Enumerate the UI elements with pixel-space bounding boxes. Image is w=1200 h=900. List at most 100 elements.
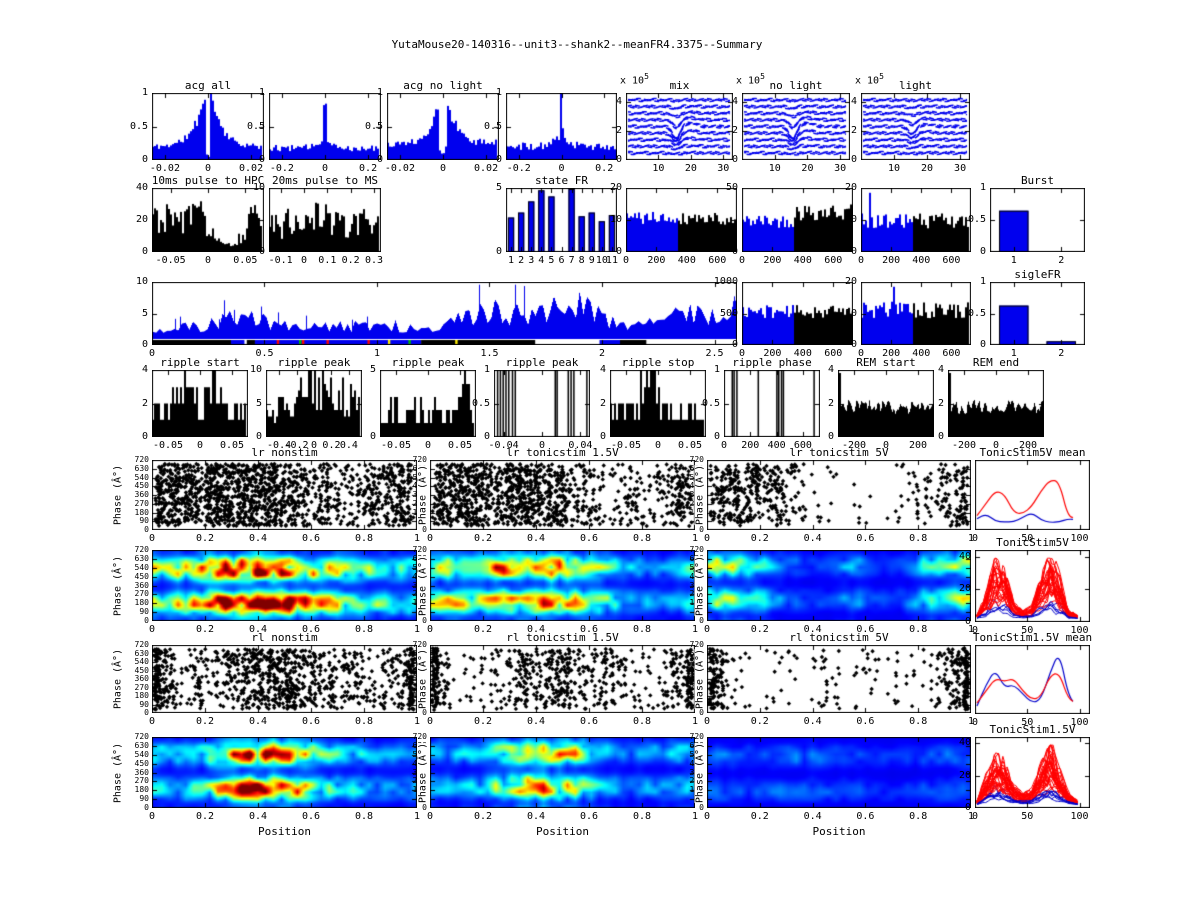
hmC-ytick-0: 720: [689, 545, 704, 554]
lrB-canvas: [430, 460, 695, 530]
rlA-ytick-4: 360: [134, 674, 149, 683]
rlB-ytick-8: 0: [422, 708, 427, 717]
widets-ytick-0: 10: [135, 276, 148, 287]
rp3-ytick-1: 0.5: [471, 397, 490, 409]
hmA-ytick-7: 90: [139, 607, 149, 617]
remend-plot: [948, 370, 1044, 437]
bh2-xtick-3: 600: [824, 255, 843, 266]
bh4-xtick-3: 600: [824, 348, 843, 359]
hm2A-xtick-1: 0.2: [195, 811, 215, 822]
stateFR-ytick-1: 0: [495, 246, 502, 257]
lrC-title: lr tonicstim 5V: [789, 446, 889, 459]
acg4-plot: [506, 93, 617, 160]
bh3-xtick-3: 600: [942, 255, 961, 266]
wf3-ytick-0: 4: [850, 95, 857, 107]
rlA-xtick-0: 0: [148, 716, 156, 727]
pulse10-xtick-0: -0.05: [155, 255, 186, 266]
rphase-xtick-0: 0: [720, 440, 728, 451]
rstop-xtick-0: -0.05: [610, 440, 642, 451]
pulse10-xtick-2: 0.05: [233, 255, 258, 266]
hm2B-ytick-0: 720: [412, 732, 427, 741]
bh1-xtick-2: 400: [677, 255, 696, 266]
hmA-xtick-2: 0.4: [248, 624, 268, 635]
lrA-ylabel: Phase (Â°): [112, 464, 124, 526]
stateFR-xtick-8: 9: [588, 255, 595, 266]
pulse10-ytick-2: 0: [141, 246, 148, 257]
bh3-xtick-0: 0: [857, 255, 865, 266]
hmC-xtick-4: 0.8: [909, 624, 928, 635]
rlA-xtick-2: 0.4: [248, 716, 268, 727]
widets-ytick-2: 0: [141, 339, 148, 350]
bh3-plot: [861, 188, 971, 252]
bh4-xtick-0: 0: [738, 348, 746, 359]
hm2C-ylabel: Phase (Â°): [694, 742, 706, 803]
hm2A-xtick-2: 0.4: [248, 811, 268, 822]
acg3-ytick-1: 0.5: [364, 120, 383, 132]
bundle15-xtick-1: 50: [1021, 811, 1034, 822]
acg1-ytick-1: 0.5: [129, 120, 148, 132]
acg2-xtick-2: 0.2: [359, 163, 378, 174]
tsmean5-xtick-1: 50: [1021, 533, 1034, 544]
rp1-xtick-2: 0: [310, 440, 318, 451]
tsmean5-xtick-0: 0: [971, 533, 979, 544]
rp1-xtick-4: 0.4: [339, 440, 358, 451]
rlC-canvas: [707, 645, 971, 713]
bh1-ytick-0: 20: [609, 182, 622, 193]
wf1-title: mix: [669, 79, 690, 92]
wf1-xtick-0: 10: [652, 163, 665, 174]
bh3-ytick-2: 0: [850, 246, 857, 257]
wf3-ytick-2: 0: [850, 154, 857, 165]
bundle15-ytick-1: 20: [958, 769, 971, 781]
rlC-plot: [707, 645, 971, 713]
rlC-ylabel: Phase (Â°): [694, 648, 706, 710]
hm2A-xtick-4: 0.8: [354, 811, 374, 822]
wf2-ytick-0: 4: [731, 95, 738, 107]
rs-ytick-1: 2: [141, 397, 148, 409]
remstart-ytick-0: 4: [827, 364, 834, 375]
tsmean15-title: TonicStim1.5V mean: [972, 631, 1093, 644]
hmA-xtick-5: 1: [413, 624, 421, 635]
lrB-ytick-8: 0: [422, 525, 427, 534]
rp1-ytick-1: 5: [255, 397, 262, 409]
rlA-xtick-1: 0.2: [195, 716, 215, 727]
rphase-ytick-0: 1: [713, 364, 720, 375]
lrB-xtick-0: 0: [426, 533, 434, 544]
wf3-xtick-2: 30: [954, 163, 967, 174]
hm2A-canvas: [152, 737, 417, 808]
rlB-xtick-5: 1: [691, 716, 699, 727]
rlA-xtick-4: 0.8: [354, 716, 374, 727]
rs-ytick-2: 0: [141, 431, 148, 442]
rs-plot: [152, 370, 248, 437]
rp3-title: ripple peak: [505, 356, 579, 369]
lrA-xtick-4: 0.8: [354, 533, 374, 544]
rlC-xtick-3: 0.6: [856, 716, 875, 727]
rphase-xtick-3: 600: [793, 440, 812, 451]
rp1-ytick-0: 10: [249, 364, 262, 375]
acg3-ytick-0: 1: [376, 87, 383, 98]
bh4-ytick-2: 0: [731, 339, 738, 350]
lrB-xtick-1: 0.2: [473, 533, 493, 544]
stateFR-xtick-3: 4: [538, 255, 545, 266]
widets-xtick-4: 2: [598, 348, 606, 359]
hm2A-ytick-8: 0: [144, 803, 149, 812]
lrA-ytick-6: 180: [134, 507, 149, 517]
stateFR-xtick-0: 1: [508, 255, 515, 266]
hm2A-xlabel: Position: [258, 825, 311, 838]
rlB-xtick-1: 0.2: [473, 716, 493, 727]
remend-ytick-1: 2: [937, 397, 944, 409]
rp3-plot: [494, 370, 590, 437]
bundle5-xtick-0: 0: [971, 625, 979, 636]
burst-ytick-0: 1: [979, 182, 986, 193]
lrA-xtick-2: 0.4: [248, 533, 268, 544]
widets-ytick-1: 5: [141, 307, 148, 319]
stateFR-xtick-2: 3: [528, 255, 535, 266]
wf3-canvas: [861, 93, 970, 160]
rp1-ytick-2: 0: [255, 431, 262, 442]
remend-xtick-1: 0: [992, 440, 1000, 451]
wf2-exp-label: x 105: [736, 72, 765, 87]
lrB-xtick-4: 0.8: [632, 533, 652, 544]
rp1-xtick-1: -0.2: [284, 440, 309, 451]
acg4-xtick-1: 0: [558, 163, 565, 174]
lrA-ytick-1: 630: [134, 463, 149, 473]
acg4-ytick-0: 1: [495, 87, 502, 98]
